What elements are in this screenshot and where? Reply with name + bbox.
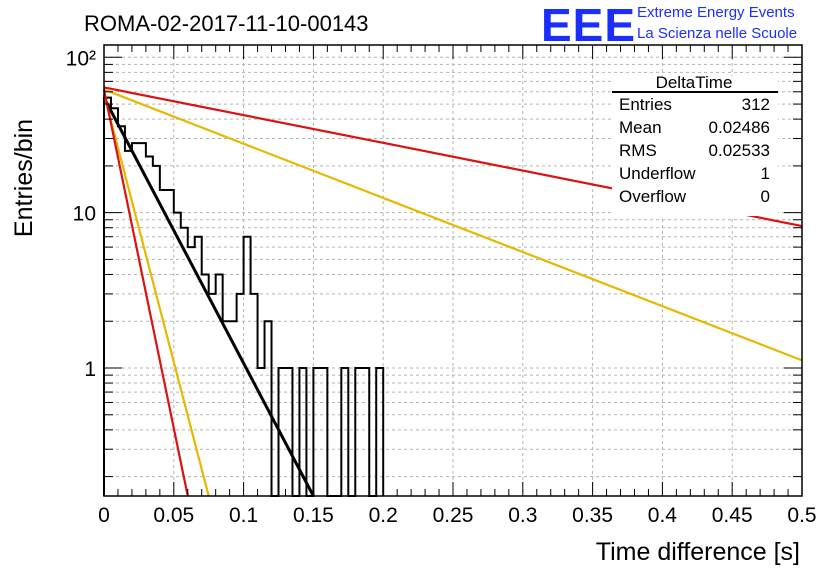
x-tick-label: 0.15	[293, 504, 334, 527]
stats-label-mean: Mean	[619, 118, 662, 137]
x-tick-label: 0.4	[648, 504, 678, 527]
eee-logo-line2: La Scienza nelle Scuole	[637, 25, 797, 42]
y-axis-title: Entries/bin	[10, 119, 38, 237]
eee-logo: EEE	[541, 0, 636, 51]
fit-line	[102, 93, 210, 497]
y-tick-label: 10	[73, 203, 96, 226]
stats-label-rms: RMS	[619, 141, 657, 160]
x-tick-label: 0.35	[572, 504, 613, 527]
fit-line	[102, 96, 315, 497]
stats-label-underflow: Underflow	[619, 164, 696, 183]
x-tick-label: 0.5	[787, 504, 816, 527]
stats-box: DeltaTime Entries 312 Mean 0.02486 RMS 0…	[612, 73, 778, 216]
x-tick-label: 0.25	[433, 504, 474, 527]
y-tick-label: 1	[84, 358, 96, 381]
x-tick-label: 0.45	[712, 504, 753, 527]
stats-value-underflow: 1	[761, 164, 770, 183]
x-tick-label: 0.1	[229, 504, 258, 527]
y-tick-label: 10²	[66, 47, 96, 70]
stats-box-title: DeltaTime	[656, 73, 733, 92]
stats-label-entries: Entries	[619, 95, 672, 114]
grid-layer	[104, 45, 802, 496]
fit-line	[102, 89, 189, 497]
stats-value-rms: 0.02533	[709, 141, 770, 160]
stats-value-mean: 0.02486	[709, 118, 770, 137]
stats-value-entries: 312	[742, 95, 770, 114]
stats-label-overflow: Overflow	[619, 187, 687, 206]
x-tick-label: 0.3	[508, 504, 537, 527]
axis-layer: 0 0.05 0.1 0.15 0.2 0.25 0.3 0.35 0.4 0.45 0.51101…	[66, 44, 817, 527]
fit-line	[103, 88, 803, 362]
eee-logo-line1: Extreme Energy Events	[637, 4, 795, 21]
stats-value-overflow: 0	[761, 187, 770, 206]
x-axis-title: Time difference [s]	[596, 538, 800, 566]
x-tick-label: 0.2	[369, 504, 398, 527]
x-tick-label: 0	[98, 504, 110, 527]
x-tick-label: 0.05	[153, 504, 194, 527]
run-title: ROMA-02-2017-11-10-00143	[84, 11, 369, 36]
